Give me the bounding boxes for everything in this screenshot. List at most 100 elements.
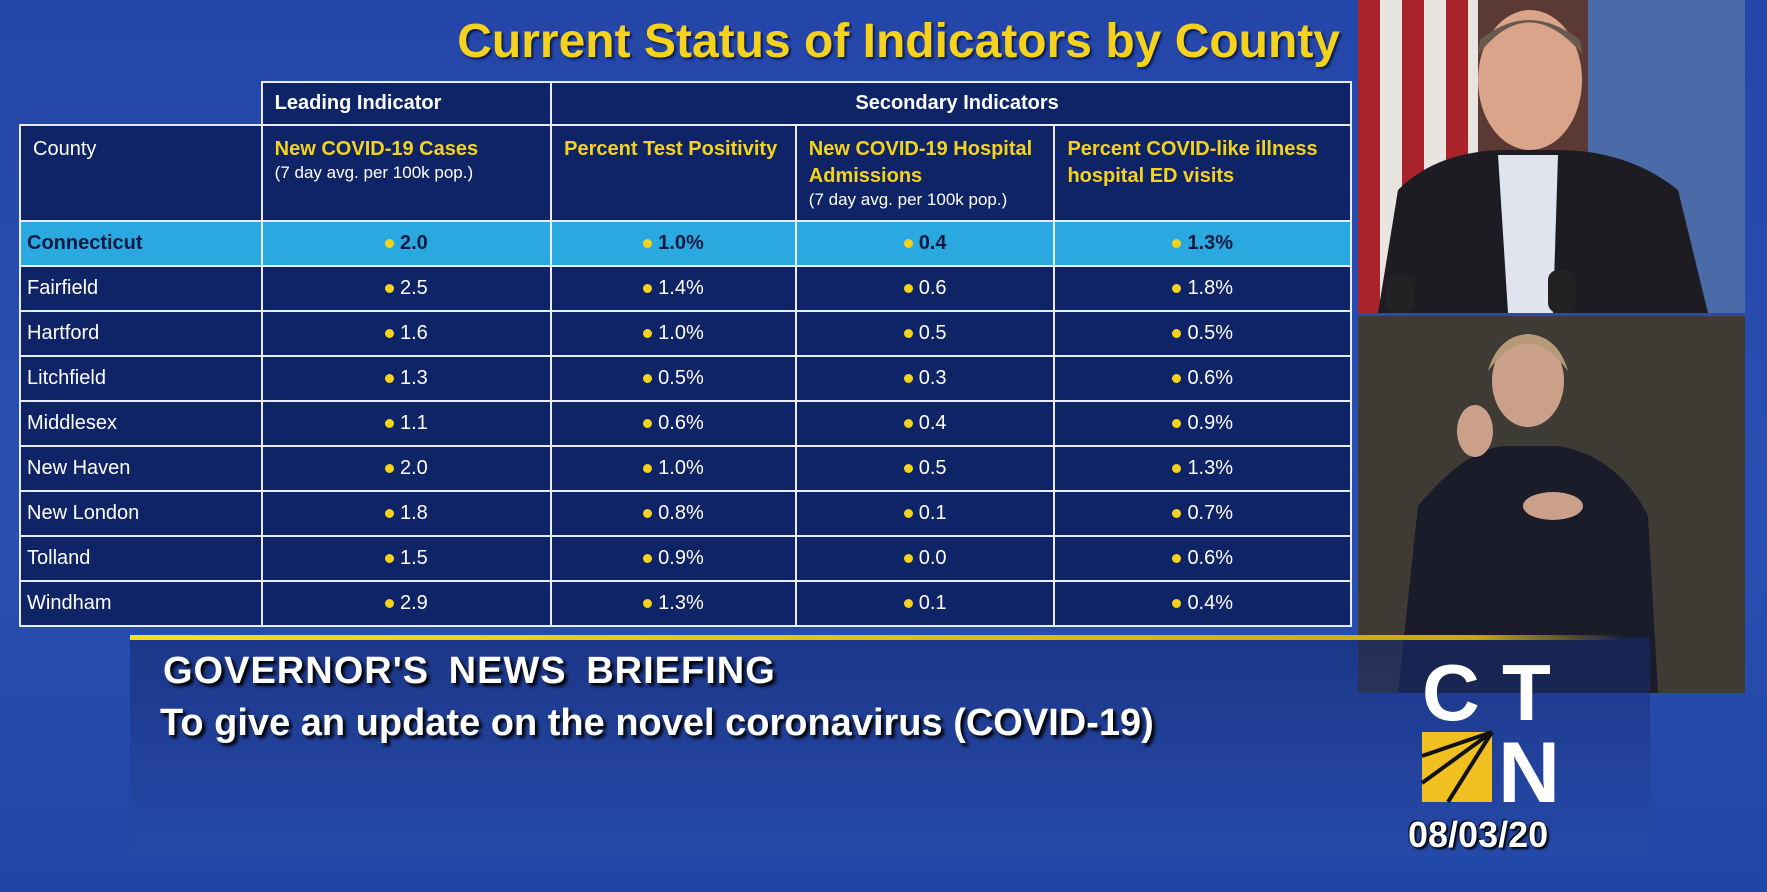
indicators-table: Leading Indicator Secondary Indicators C… [19,81,1352,627]
indicator-value: 1.0% [658,457,704,479]
indicator-cell: 0.3 [794,355,1056,402]
status-dot-icon [903,509,913,519]
indicator-cell: 1.3 [260,355,553,402]
status-dot-icon [903,599,913,609]
indicator-value: 1.0% [658,232,704,254]
status-dot-icon [643,554,653,564]
indicator-value: 0.6% [658,412,704,434]
indicator-cell: 0.4% [1053,580,1352,627]
microphone-icon [1386,275,1414,313]
status-dot-icon [643,464,653,474]
indicator-value: 0.6% [1187,367,1234,389]
indicator-cell: 0.5 [794,445,1056,492]
status-dot-icon [385,239,394,249]
indicator-cell: 1.8% [1053,265,1352,312]
indicator-value: 1.5 [400,547,428,569]
lower-third-band [130,637,1650,857]
indicator-cell: 0.5 [794,310,1056,357]
status-dot-icon [1172,374,1182,384]
indicator-value: 1.3% [658,592,704,614]
svg-text:N: N [1498,725,1560,808]
briefing-heading: GOVERNOR'S NEWS BRIEFING [163,650,776,692]
county-name: Middlesex [19,400,263,447]
indicator-value: 1.8 [400,502,428,524]
status-dot-icon [385,284,394,294]
indicator-value: 2.5 [400,277,428,299]
indicator-value: 0.5% [1187,322,1234,344]
indicator-value: 0.0 [918,547,947,569]
status-dot-icon [1172,284,1182,294]
indicator-cell: 2.5 [260,265,553,312]
indicator-cell: 1.3% [1053,445,1352,492]
governor-video-image [1358,0,1745,313]
status-dot-icon [1172,419,1182,429]
table-row: New London 1.8 0.8% 0.1 0.7% [19,490,1352,537]
status-dot-icon [385,464,394,474]
indicator-cell: 0.6% [1053,355,1352,402]
table-row: Connecticut 2.0 1.0% 0.4 1.3% [19,220,1352,267]
status-dot-icon [643,419,653,429]
status-dot-icon [903,239,913,249]
interpreter-video-image [1358,316,1745,693]
indicator-cell: 0.4 [794,220,1056,267]
table-row: New Haven 2.0 1.0% 0.5 1.3% [19,445,1352,492]
indicator-cell: 1.4% [550,265,797,312]
lower-third-divider [130,635,1623,640]
indicator-cell: 1.6 [260,310,553,357]
indicator-value: 0.5 [918,457,947,479]
county-name: Connecticut [19,220,263,267]
status-dot-icon [903,554,913,564]
indicator-cell: 0.4 [794,400,1056,447]
indicator-value: 2.9 [400,592,428,614]
indicator-cell: 0.6% [1053,535,1352,582]
county-name: Hartford [19,310,263,357]
indicator-cell: 0.0 [794,535,1056,582]
indicator-cell: 1.0% [550,445,797,492]
status-dot-icon [1172,239,1182,249]
group-header-secondary: Secondary Indicators [550,81,1352,126]
status-dot-icon [643,284,653,294]
status-dot-icon [903,329,913,339]
table-row: Tolland 1.5 0.9% 0.0 0.6% [19,535,1352,582]
indicator-cell: 0.5% [1053,310,1352,357]
county-name: Litchfield [19,355,263,402]
indicator-value: 0.5% [658,367,704,389]
indicator-cell: 2.0 [260,445,553,492]
column-subtitle: (7 day avg. per 100k pop.) [808,190,1008,209]
indicator-value: 1.4% [658,277,704,299]
indicator-value: 0.1 [918,502,947,524]
county-header: County [19,124,263,222]
column-header: New COVID-19 Cases (7 day avg. per 100k p… [260,124,553,222]
indicator-cell: 1.1 [260,400,553,447]
indicator-cell: 1.3% [550,580,797,627]
status-dot-icon [1172,599,1182,609]
indicator-value: 0.1 [918,592,947,614]
county-name: Tolland [19,535,263,582]
indicator-value: 2.0 [400,457,428,479]
status-dot-icon [1172,554,1182,564]
column-title: New COVID-19 Hospital Admissions [808,138,1033,187]
indicator-value: 0.8% [658,502,704,524]
broadcast-date: 08/03/20 [1408,814,1549,855]
indicator-cell: 1.0% [550,310,797,357]
indicator-cell: 0.7% [1053,490,1352,537]
indicator-cell: 0.5% [550,355,797,402]
county-name: Windham [19,580,263,627]
status-dot-icon [903,419,913,429]
indicator-value: 1.3% [1187,457,1234,479]
county-name: New London [19,490,263,537]
indicator-cell: 1.0% [550,220,797,267]
table-row: Hartford 1.6 1.0% 0.5 0.5% [19,310,1352,357]
column-title: Percent Test Positivity [564,138,778,160]
status-dot-icon [1172,509,1182,519]
indicator-value: 1.0% [658,322,704,344]
indicator-value: 0.3 [918,367,947,389]
indicator-value: 0.7% [1187,502,1234,524]
column-header: Percent COVID-like illness hospital ED v… [1053,124,1352,222]
indicator-value: 1.8% [1187,277,1234,299]
indicator-value: 0.6% [1187,547,1234,569]
indicator-value: 1.3 [400,367,428,389]
status-dot-icon [643,239,653,249]
status-dot-icon [643,599,653,609]
table-row: Litchfield 1.3 0.5% 0.3 0.6% [19,355,1352,402]
